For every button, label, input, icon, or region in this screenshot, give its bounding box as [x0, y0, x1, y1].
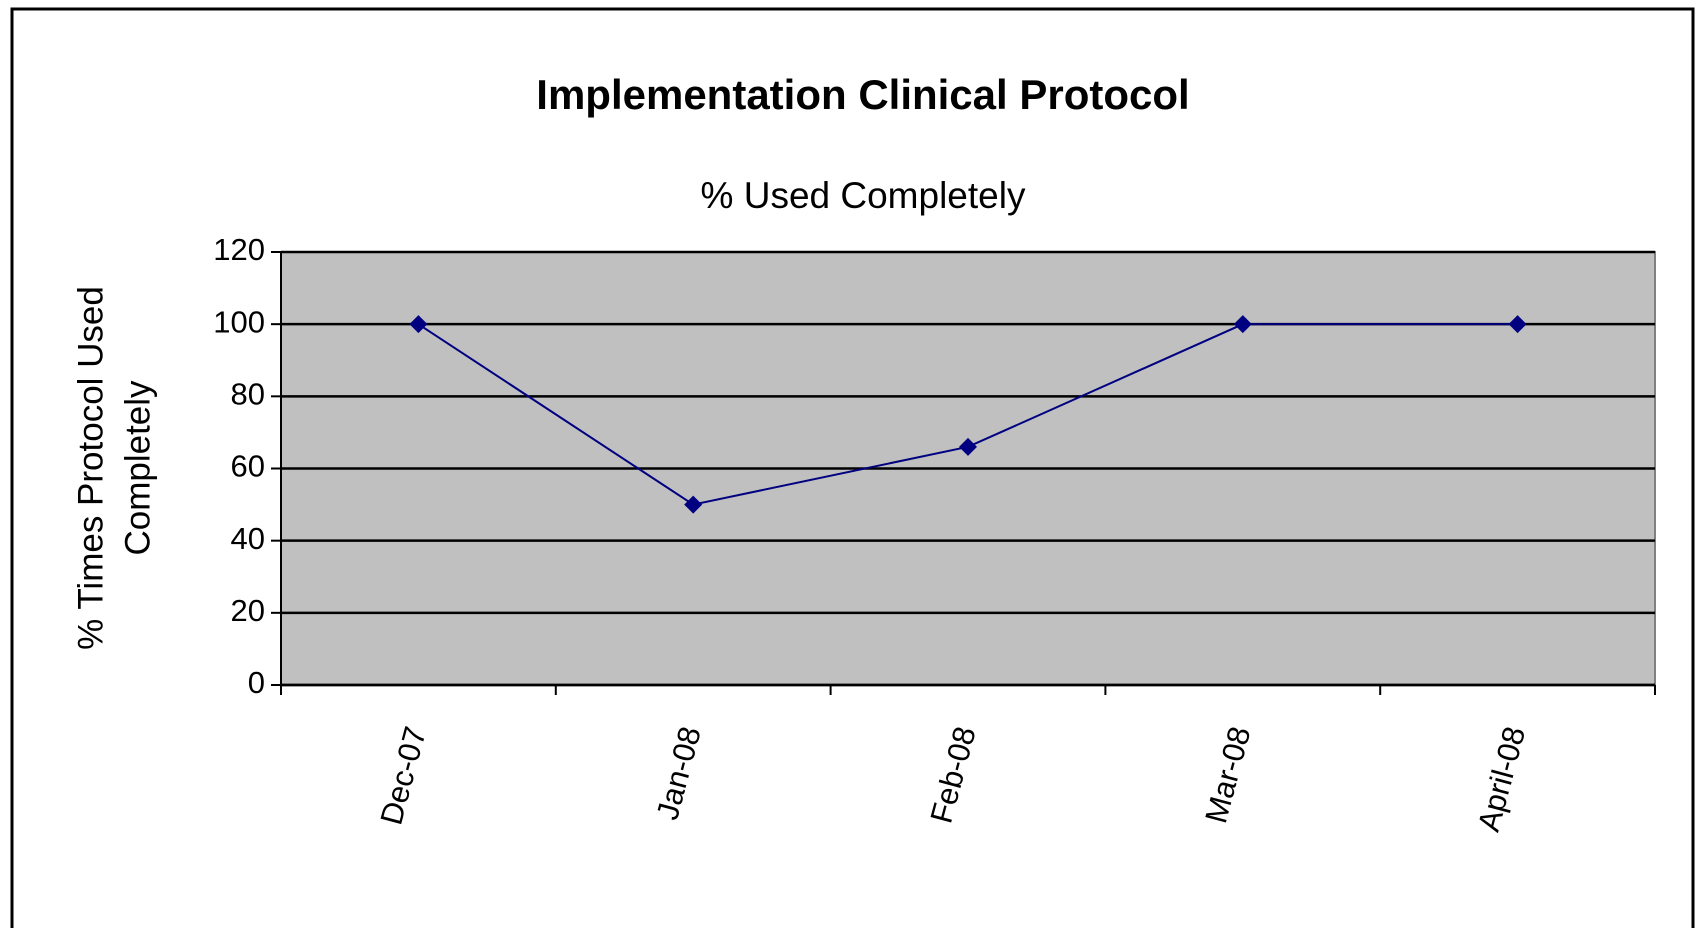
marker: [959, 437, 977, 456]
y-tick-label: 60: [231, 449, 265, 484]
y-axis-label: % Times Protocol Used: [71, 286, 110, 650]
marker: [1233, 315, 1252, 334]
marker: [684, 495, 703, 514]
y-axis-label: Completely: [118, 380, 157, 556]
y-tick-label: 120: [213, 232, 265, 267]
y-tick-label: 40: [231, 521, 265, 556]
y-tick-label: 80: [231, 377, 265, 412]
marker: [409, 315, 428, 334]
y-tick-label: 0: [248, 665, 265, 700]
y-tick-label: 100: [213, 304, 265, 339]
chart-subtitle: % Used Completely: [701, 175, 1026, 216]
chart-title: Implementation Clinical Protocol: [536, 71, 1189, 118]
marker: [1508, 315, 1527, 334]
y-tick-label: 20: [231, 593, 265, 628]
